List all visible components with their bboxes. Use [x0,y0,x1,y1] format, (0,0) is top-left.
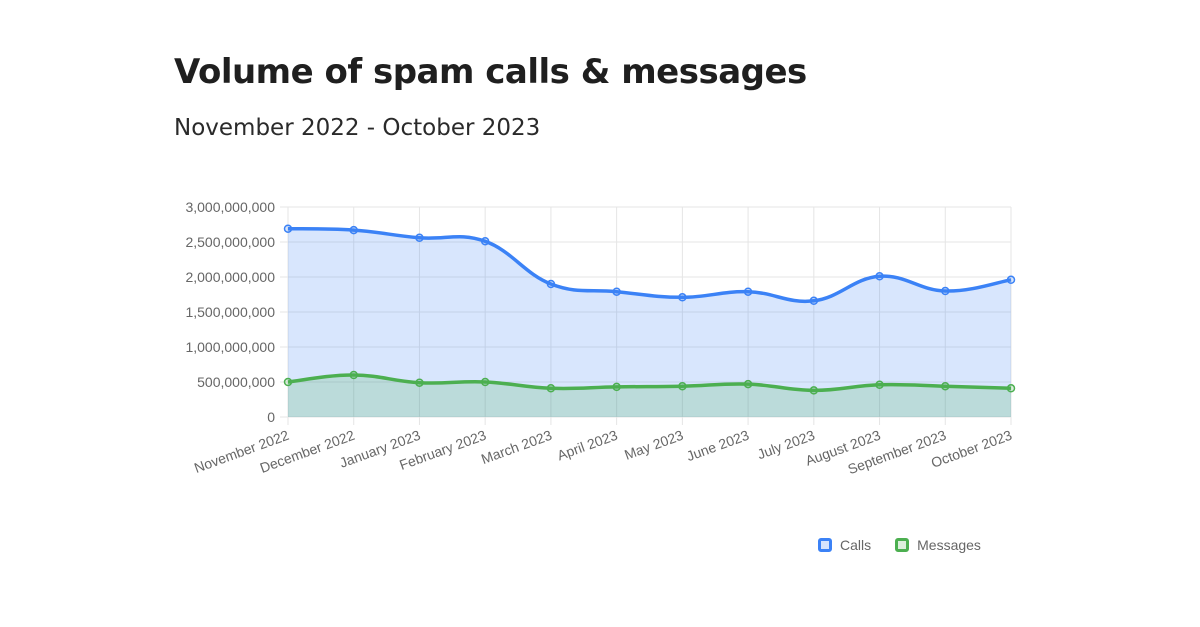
data-point[interactable] [1006,384,1016,393]
x-tick-label: June 2023 [684,427,751,464]
data-point[interactable] [1006,275,1016,285]
data-point[interactable] [415,378,424,387]
legend-item-calls[interactable]: Calls [818,537,871,553]
messages-swatch-icon [895,538,910,552]
data-point[interactable] [349,370,358,380]
data-point[interactable] [941,381,950,391]
chart-title: Volume of spam calls & messages [174,52,807,92]
chart-subtitle: November 2022 - October 2023 [174,115,541,141]
data-point[interactable] [809,296,819,306]
y-tick-label: 1,000,000,000 [185,339,275,355]
data-point[interactable] [809,386,819,395]
data-point[interactable] [415,233,424,243]
data-point[interactable] [546,279,556,289]
calls-swatch-icon [818,538,832,552]
data-point[interactable] [283,377,293,387]
legend-item-messages[interactable]: Messages [895,537,981,553]
data-point[interactable] [941,286,950,296]
y-tick-label: 2,000,000,000 [185,269,275,285]
series-calls [283,224,1016,417]
data-point[interactable] [349,225,358,235]
chart-legend: Calls Messages [818,537,981,553]
data-point[interactable] [743,287,753,296]
y-tick-label: 500,000,000 [197,374,275,390]
x-tick-label: April 2023 [555,427,620,464]
y-axis: 0 500,000,000 1,000,000,000 1,500,000,000 2,… [185,199,275,425]
data-point[interactable] [612,382,621,392]
y-tick-label: 3,000,000,000 [185,199,275,215]
data-point[interactable] [480,237,490,246]
y-tick-label: 1,500,000,000 [185,304,275,320]
y-tick-label: 2,500,000,000 [185,234,275,250]
data-point[interactable] [875,272,884,281]
data-point[interactable] [678,381,687,391]
data-point[interactable] [283,224,293,233]
data-point[interactable] [743,379,753,389]
data-point[interactable] [546,384,556,393]
y-tick-label: 0 [267,409,275,425]
legend-label-calls: Calls [840,537,872,553]
data-point[interactable] [678,293,687,302]
series-messages [283,370,1016,417]
data-point[interactable] [875,380,884,390]
chart-series [283,224,1016,417]
data-point[interactable] [480,377,490,387]
legend-label-messages: Messages [917,537,981,553]
x-tick-label: March 2023 [479,427,554,467]
data-point[interactable] [612,287,621,296]
x-tick-label: May 2023 [622,427,685,463]
